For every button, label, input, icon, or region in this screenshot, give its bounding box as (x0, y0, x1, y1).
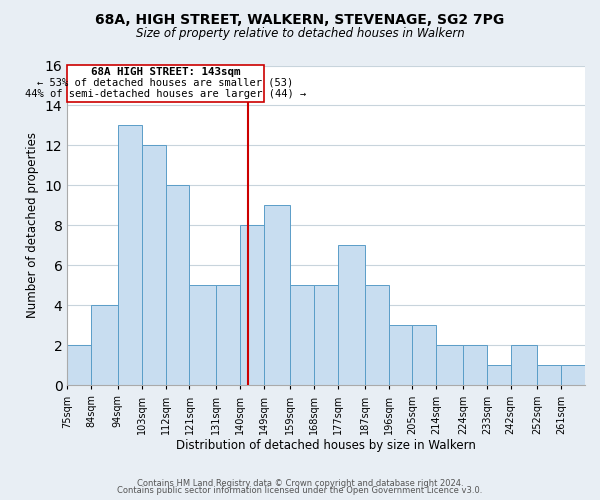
Bar (463, 346, 487, 386)
Bar (216, 286, 240, 386)
Y-axis label: Number of detached properties: Number of detached properties (26, 132, 39, 318)
Bar (487, 366, 511, 386)
Bar (365, 286, 389, 386)
Bar (412, 326, 436, 386)
Text: ← 53% of detached houses are smaller (53): ← 53% of detached houses are smaller (53… (37, 78, 294, 88)
Bar (290, 286, 314, 386)
X-axis label: Distribution of detached houses by size in Walkern: Distribution of detached houses by size … (176, 440, 476, 452)
Bar (240, 226, 264, 386)
Bar (118, 126, 142, 386)
Text: 68A, HIGH STREET, WALKERN, STEVENAGE, SG2 7PG: 68A, HIGH STREET, WALKERN, STEVENAGE, SG… (95, 12, 505, 26)
Bar (264, 206, 290, 386)
Bar (537, 366, 561, 386)
Bar (338, 246, 365, 386)
Text: Contains public sector information licensed under the Open Government Licence v3: Contains public sector information licen… (118, 486, 482, 495)
Bar (67, 346, 91, 386)
Text: Size of property relative to detached houses in Walkern: Size of property relative to detached ho… (136, 28, 464, 40)
Bar (142, 146, 166, 386)
Text: Contains HM Land Registry data © Crown copyright and database right 2024.: Contains HM Land Registry data © Crown c… (137, 478, 463, 488)
Bar (436, 346, 463, 386)
Bar (314, 286, 338, 386)
Bar (511, 346, 537, 386)
Text: 68A HIGH STREET: 143sqm: 68A HIGH STREET: 143sqm (91, 68, 241, 78)
Bar (389, 326, 412, 386)
Bar (190, 286, 216, 386)
Bar (166, 186, 190, 386)
Text: 44% of semi-detached houses are larger (44) →: 44% of semi-detached houses are larger (… (25, 90, 306, 100)
FancyBboxPatch shape (67, 64, 264, 102)
Bar (561, 366, 585, 386)
Bar (91, 306, 118, 386)
